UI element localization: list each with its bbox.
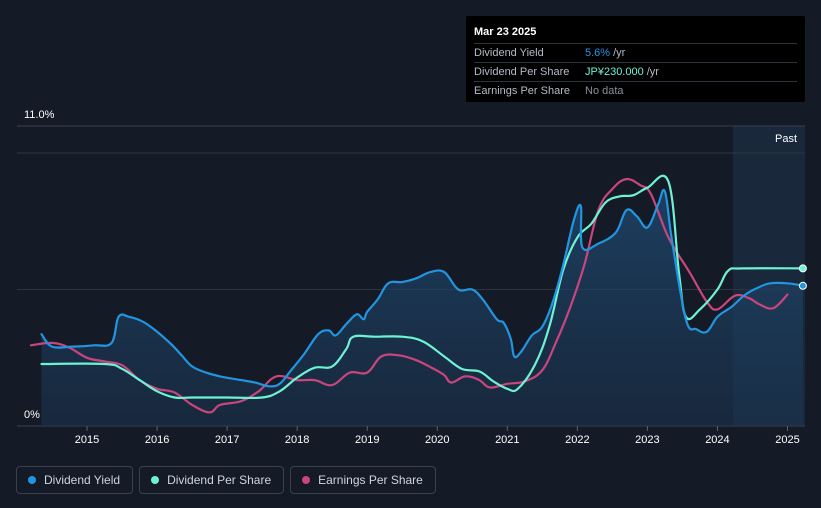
legend-dot-icon [302,476,311,484]
series-line-earnings-per-share [29,177,789,414]
legend-label: Dividend Per Share [167,473,272,487]
x-tick-label: 2016 [145,434,169,446]
legend-dot-icon [151,476,160,484]
tooltip-row-earnings-per-share: Earnings Per Share No data [474,81,797,100]
tooltip: Mar 23 2025 Dividend Yield 5.6% /yr Divi… [466,16,805,102]
tooltip-value: JP¥230.000 [585,66,644,78]
x-tick-label: 2017 [215,434,239,446]
legend: Dividend Yield Dividend Per Share Earnin… [16,466,436,494]
legend-item-earnings-per-share[interactable]: Earnings Per Share [290,466,436,494]
tooltip-unit: /yr [613,47,626,59]
series-lines [29,174,804,414]
series-line-dividend-per-share [40,174,804,400]
x-tick-label: 2024 [705,434,729,446]
legend-label: Dividend Yield [44,473,121,487]
series-line-dividend-yield [40,188,804,388]
tooltip-label: Earnings Per Share [474,85,570,97]
x-tick-label: 2023 [635,434,659,446]
tooltip-label: Dividend Yield [474,47,544,59]
x-axis: 2015 2016 2017 2018 2019 2020 2021 2022 2023 2024… [75,426,800,446]
x-tick-label: 2025 [775,434,799,446]
legend-dot-icon [28,476,36,484]
end-marker-dividend-per-share [798,264,807,273]
x-tick-label: 2022 [565,434,589,446]
tooltip-row-dividend-per-share: Dividend Per Share JP¥230.000 /yr [474,62,797,81]
x-tick-label: 2020 [425,434,449,446]
past-label: Past [775,133,797,145]
tooltip-value: 5.6% [585,47,611,59]
legend-item-dividend-per-share[interactable]: Dividend Per Share [139,466,285,494]
x-tick-label: 2021 [495,434,519,446]
end-marker-dividend-yield [798,281,807,290]
tooltip-date: Mar 23 2025 [474,26,537,38]
tooltip-row-dividend-yield: Dividend Yield 5.6% /yr [474,43,797,62]
y-tick-label: 11.0% [24,109,55,121]
x-tick-label: 2015 [75,434,99,446]
end-markers [798,264,807,290]
area-fills [41,189,803,426]
y-axis: 11.0% 0% [24,109,55,421]
tooltip-label: Dividend Per Share [474,66,570,78]
x-tick-label: 2019 [355,434,379,446]
legend-item-dividend-yield[interactable]: Dividend Yield [16,466,134,494]
legend-label: Earnings Per Share [318,473,423,487]
y-tick-label: 0% [24,409,40,421]
tooltip-unit: /yr [646,66,659,78]
series-area-dividend-yield [41,189,803,426]
tooltip-value: No data [585,85,624,97]
x-tick-label: 2018 [285,434,309,446]
